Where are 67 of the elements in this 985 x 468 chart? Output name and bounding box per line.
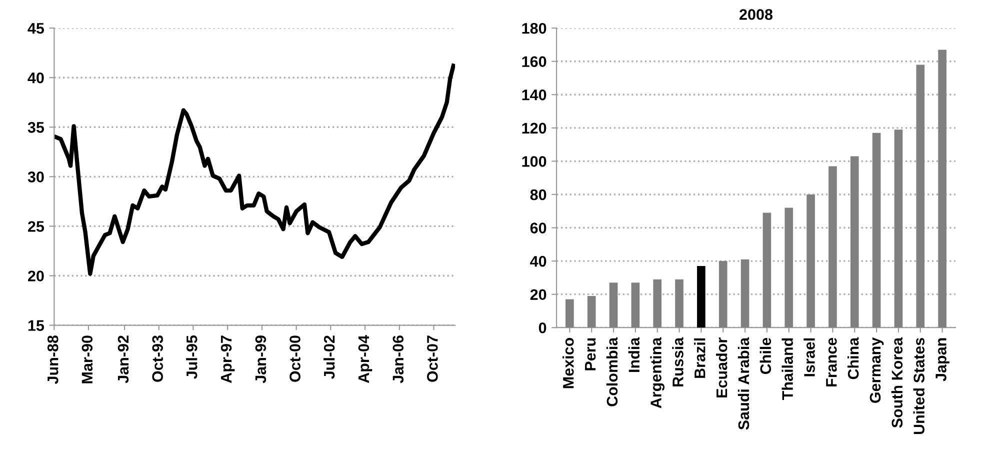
x-tick-label: United States (913, 338, 924, 434)
bar (828, 166, 837, 328)
y-tick-label: 0 (538, 322, 546, 334)
y-tick-label: 40 (28, 72, 44, 84)
x-tick-label: Chile (760, 338, 772, 374)
x-tick-label: Oct-07 (427, 336, 438, 382)
x-tick-label: Mexico (562, 338, 574, 388)
y-tick-label: 30 (28, 172, 44, 182)
x-tick-label: Argentina (650, 337, 665, 408)
x-tick-label: Peru (585, 338, 596, 370)
y-tick-label: 100 (522, 156, 546, 167)
y-tick-label: 45 (28, 23, 44, 34)
bar (916, 64, 925, 328)
x-tick-label: Apr-04 (358, 335, 372, 383)
bar (697, 266, 706, 328)
x-tick-label: Jun-88 (47, 335, 58, 384)
x-tick-label: Thailand (782, 338, 793, 400)
x-tick-label: Jul-02 (324, 336, 335, 379)
bar (718, 261, 728, 328)
bar (566, 299, 574, 328)
line-series (54, 64, 456, 276)
y-tick-label: 160 (522, 56, 546, 68)
y-tick-label: 40 (530, 256, 546, 267)
bar (762, 212, 772, 328)
y-tick-label: 180 (522, 22, 546, 34)
y-tick-label: 20 (28, 270, 44, 282)
x-tick-label: Russia (672, 337, 684, 386)
x-tick-label: France (826, 338, 837, 386)
bar (609, 282, 618, 328)
y-tick-label: 20 (530, 289, 546, 300)
x-tick-label: China (848, 337, 859, 380)
bar (653, 279, 662, 328)
x-tick-label: Colombia (606, 337, 618, 406)
bar (740, 259, 750, 328)
x-tick-label: Israel (804, 338, 815, 376)
y-tick-label: 120 (522, 122, 546, 134)
y-tick-label: 35 (28, 122, 44, 133)
y-tick-label: 25 (28, 221, 44, 232)
x-tick-label: Ecuador (716, 338, 728, 398)
chart-title: 2008 (740, 9, 773, 20)
x-tick-label: Japan (936, 338, 950, 382)
bar (850, 156, 859, 328)
y-tick-label: 80 (530, 189, 546, 200)
x-tick-label: Jul-95 (186, 335, 198, 379)
x-tick-label: Apr-97 (220, 336, 235, 383)
x-tick-label: Saudi Arabia (738, 337, 750, 430)
y-tick-label: 15 (28, 320, 44, 331)
x-tick-label: Germany (870, 337, 884, 403)
bar (806, 194, 815, 328)
bar (631, 282, 640, 328)
bar (872, 132, 881, 328)
bar (587, 296, 596, 328)
bar (675, 279, 684, 328)
y-tick-label: 60 (530, 222, 546, 234)
x-tick-label: Oct-00 (290, 336, 300, 382)
bar (784, 208, 794, 328)
x-tick-label: Jan-99 (255, 336, 266, 384)
x-tick-label: Jan-92 (118, 336, 129, 384)
x-tick-label: Jan-06 (392, 336, 404, 384)
bar (894, 130, 903, 328)
x-tick-label: Mar-90 (82, 336, 93, 384)
x-tick-label: South Korea (891, 337, 903, 428)
x-tick-label: Brazil (694, 338, 706, 378)
y-tick-label: 140 (522, 90, 546, 100)
x-tick-label: Oct-93 (152, 336, 164, 382)
bar (938, 50, 946, 328)
x-tick-label: India (628, 337, 640, 372)
